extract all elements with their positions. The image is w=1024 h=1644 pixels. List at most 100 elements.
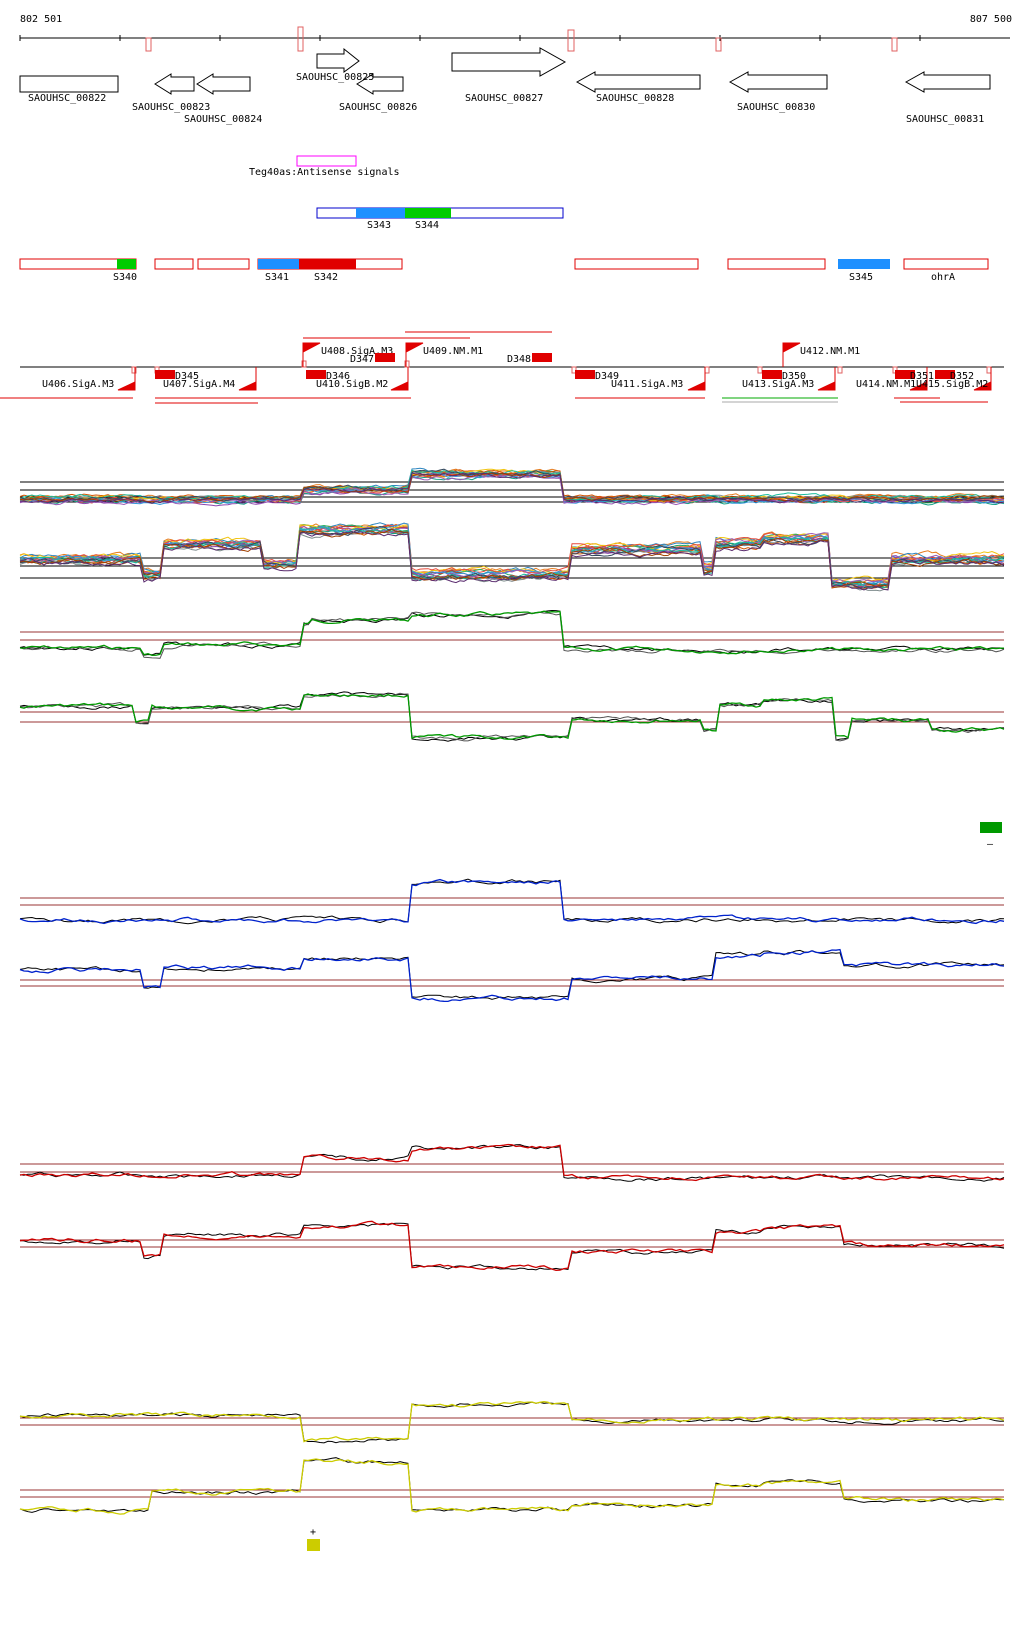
expression-trace (19, 948, 1005, 1003)
gene-label: SAOUHSC_00822 (28, 93, 106, 104)
promoter-label: U407.SigA.M4 (163, 379, 235, 390)
promoter-label: U414.NM.M1 (856, 379, 916, 390)
coord-end: 807 500 (970, 14, 1012, 25)
gene-arrow-00828[interactable] (575, 71, 701, 93)
gene-arrow-00830[interactable] (728, 71, 828, 93)
promoter-label: U411.SigA.M3 (611, 379, 683, 390)
gene-arrow-00823[interactable] (154, 73, 195, 95)
expression-trace (19, 472, 1005, 504)
expression-trace (19, 611, 1005, 659)
expression-trace (19, 523, 1005, 584)
expression-trace (19, 525, 1005, 584)
promoter-flag[interactable] (117, 381, 136, 391)
expression-trace (19, 692, 1005, 742)
expression-trace (19, 878, 1005, 925)
expression-trace (19, 531, 1005, 591)
segment-label: S345 (849, 272, 873, 283)
gene-label: SAOUHSC_00830 (737, 102, 815, 113)
promoter-flag[interactable] (302, 342, 321, 353)
expression-trace (19, 610, 1005, 657)
segment-s342[interactable] (299, 259, 356, 269)
d-feature-label: D351 (910, 371, 934, 382)
gene-label: SAOUHSC_00824 (184, 114, 262, 125)
segment-label: ohrA (931, 272, 955, 283)
segment-box[interactable] (154, 258, 194, 270)
antisense-box[interactable] (296, 155, 357, 167)
segment-s343[interactable] (356, 208, 405, 218)
d-feature[interactable] (935, 370, 955, 379)
gene-arrow-00825[interactable] (316, 47, 360, 73)
d-feature-label: D347 (350, 354, 374, 365)
expression-trace (19, 1457, 1005, 1513)
gene-arrow-00827[interactable] (451, 47, 567, 77)
d-feature[interactable] (762, 370, 782, 379)
expression-trace (19, 525, 1005, 589)
antisense-label: Teg40as:Antisense signals (249, 167, 400, 178)
legend-green-swatch (980, 822, 1002, 833)
promoter-label: U412.NM.M1 (800, 346, 860, 357)
expression-trace (19, 473, 1005, 506)
expression-trace (19, 1220, 1005, 1271)
d-feature[interactable] (375, 353, 395, 362)
promoter-label: U415.SigB.M2 (916, 379, 988, 390)
expression-trace (19, 878, 1005, 925)
promoter-label: U413.SigA.M3 (742, 379, 814, 390)
promoter-flag[interactable] (817, 381, 836, 391)
expression-trace (19, 528, 1005, 588)
d-feature[interactable] (532, 353, 552, 362)
segment-label: S340 (113, 272, 137, 283)
gene-label: SAOUHSC_00827 (465, 93, 543, 104)
d-feature-label: D349 (595, 371, 619, 382)
segment-s345[interactable] (838, 259, 890, 269)
d-feature-label: D352 (950, 371, 974, 382)
legend-plus: + (310, 1527, 316, 1538)
ruler-markers (145, 26, 898, 52)
promoter-flag[interactable] (405, 342, 424, 353)
segment-box[interactable] (727, 258, 826, 270)
expression-trace (19, 1401, 1005, 1444)
expression-trace (19, 1401, 1005, 1443)
segment-label: S343 (367, 220, 391, 231)
gene-label: SAOUHSC_00825 (296, 72, 374, 83)
gene-label: SAOUHSC_00823 (132, 102, 210, 113)
segment-label: S344 (415, 220, 439, 231)
promoter-label: U409.NM.M1 (423, 346, 483, 357)
gene-arrow-00822[interactable] (19, 75, 119, 93)
expression-trace (19, 949, 1005, 1000)
promoter-label: U410.SigB.M2 (316, 379, 388, 390)
promoter-flag[interactable] (782, 342, 801, 353)
expression-trace (19, 524, 1005, 583)
segment-s344[interactable] (405, 208, 451, 218)
d-feature-label: D346 (326, 371, 350, 382)
d-feature[interactable] (895, 370, 915, 379)
segment-label: S341 (265, 272, 289, 283)
gene-label: SAOUHSC_00826 (339, 102, 417, 113)
legend-yellow-swatch (307, 1539, 320, 1551)
expression-tracks (19, 467, 1005, 1515)
segment-box[interactable] (903, 258, 989, 270)
d-feature-label: D345 (175, 371, 199, 382)
coord-start: 802 501 (20, 14, 62, 25)
segment-label: S342 (314, 272, 338, 283)
segment-s341[interactable] (258, 259, 299, 269)
promoter-label: U406.SigA.M3 (42, 379, 114, 390)
d-feature[interactable] (155, 370, 175, 379)
expression-trace (19, 691, 1005, 742)
promoter-flag[interactable] (390, 381, 409, 391)
gene-label: SAOUHSC_00831 (906, 114, 984, 125)
d-feature[interactable] (306, 370, 326, 379)
d-feature[interactable] (575, 370, 595, 379)
segment-box[interactable] (574, 258, 699, 270)
promoter-flag[interactable] (687, 381, 706, 391)
gene-arrow-00831[interactable] (904, 71, 991, 93)
d-feature-label: D348 (507, 354, 531, 365)
promoter-flag[interactable] (238, 381, 257, 391)
gene-arrow-00826[interactable] (356, 73, 404, 95)
gene-arrow-00824[interactable] (196, 73, 251, 95)
expression-trace (19, 1144, 1005, 1182)
d-feature-label: D350 (782, 371, 806, 382)
gene-label: SAOUHSC_00828 (596, 93, 674, 104)
expression-trace (19, 1458, 1005, 1515)
segment-box[interactable] (197, 258, 250, 270)
segment-s340[interactable] (117, 259, 136, 269)
